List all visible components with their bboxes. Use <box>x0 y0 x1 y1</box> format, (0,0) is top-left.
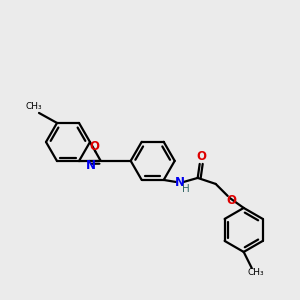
Text: N: N <box>86 160 96 172</box>
Text: O: O <box>89 140 99 153</box>
Text: O: O <box>227 194 237 207</box>
Text: CH₃: CH₃ <box>26 102 42 111</box>
Text: O: O <box>197 150 207 164</box>
Text: CH₃: CH₃ <box>248 268 264 278</box>
Text: H: H <box>182 184 190 194</box>
Text: N: N <box>175 176 185 189</box>
